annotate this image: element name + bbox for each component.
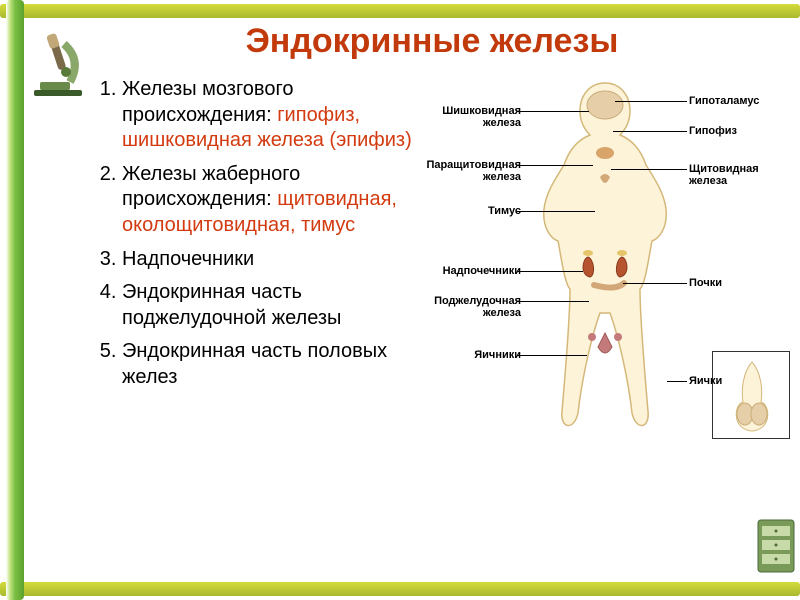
organ-label: Паращитовиднаяжелеза — [426, 159, 521, 183]
organ-label: Шишковиднаяжелеза — [442, 105, 521, 129]
organ-label: Яички — [689, 375, 722, 387]
leader-line — [517, 355, 587, 356]
organ-label: Гипофиз — [689, 125, 737, 137]
organ-label: Надпочечники — [443, 265, 521, 277]
organ-label: Почки — [689, 277, 722, 289]
leader-line — [517, 111, 589, 112]
main-row: Железы мозгового происхождения: гипофиз,… — [96, 77, 788, 457]
list-item: Эндокринная часть поджелудочной железы — [122, 280, 416, 331]
list-column: Железы мозгового происхождения: гипофиз,… — [96, 77, 416, 457]
organ-label: Яичники — [474, 349, 521, 361]
leader-line — [615, 101, 687, 102]
organ-label: Гипоталамус — [689, 95, 759, 107]
leader-line — [517, 165, 593, 166]
list-item-prefix: Железы жаберного происхождения: — [122, 163, 300, 211]
leader-line — [517, 271, 583, 272]
organ-label: Щитовиднаяжелеза — [689, 163, 759, 187]
leader-line — [611, 169, 687, 170]
frame-bottom-bar — [0, 582, 800, 596]
list-item: Железы мозгового происхождения: гипофиз,… — [122, 77, 416, 154]
gland-list: Железы мозгового происхождения: гипофиз,… — [96, 77, 416, 391]
leader-line — [517, 211, 595, 212]
organ-label: Поджелудочнаяжелеза — [434, 295, 521, 319]
leader-line — [667, 381, 687, 382]
frame-left-bar — [6, 0, 24, 600]
list-item: Железы жаберного происхождения: щитовидн… — [122, 162, 416, 239]
list-item-prefix: Эндокринная часть половых желез — [122, 340, 387, 388]
leader-line — [517, 301, 589, 302]
list-item-prefix: Эндокринная часть поджелудочной железы — [122, 281, 341, 329]
frame-top-bar — [0, 4, 800, 18]
content-area: Эндокринные железы Железы мозгового прои… — [96, 22, 788, 578]
diagram-column: ШишковиднаяжелезаПаращитовиднаяжелезаТим… — [422, 77, 788, 457]
list-item-prefix: Железы мозгового происхождения: — [122, 78, 293, 126]
inset-testes — [712, 351, 790, 439]
list-item: Надпочечники — [122, 247, 416, 273]
list-item: Эндокринная часть половых желез — [122, 339, 416, 390]
leader-line — [623, 283, 687, 284]
page-title: Эндокринные железы — [76, 22, 788, 61]
leader-line — [613, 131, 687, 132]
list-item-prefix: Надпочечники — [122, 248, 254, 270]
